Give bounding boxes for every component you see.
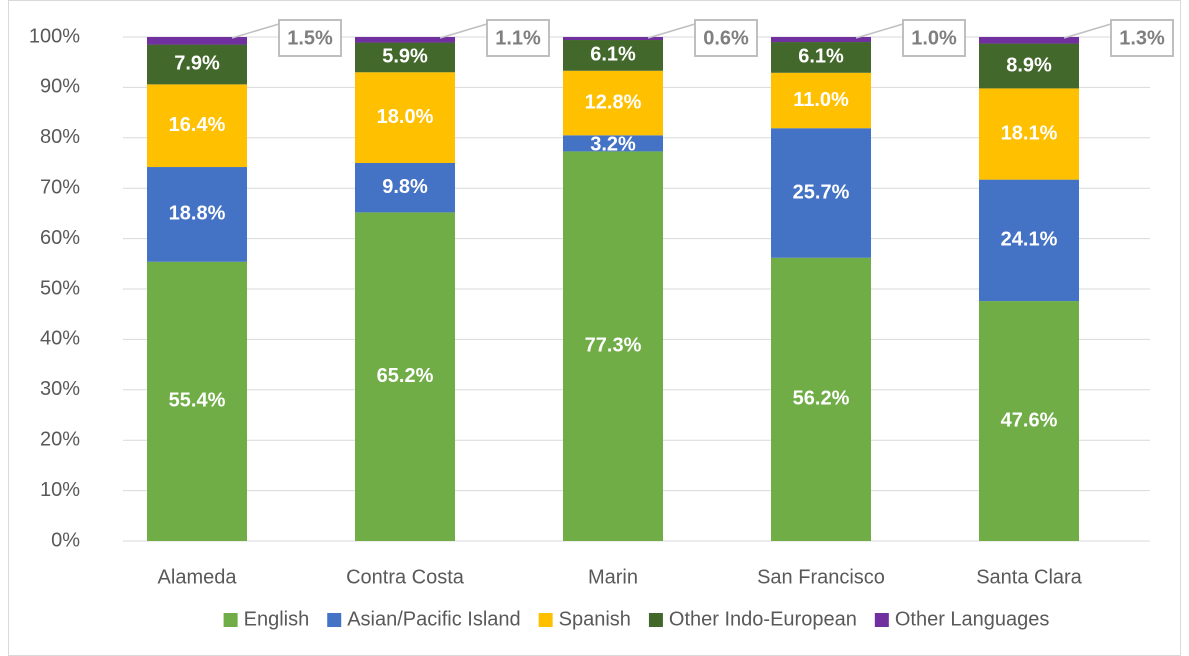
callout-box bbox=[1110, 19, 1174, 57]
data-label: 55.4% bbox=[169, 390, 226, 412]
bar-segment bbox=[563, 40, 663, 71]
data-label: 65.2% bbox=[377, 365, 434, 387]
y-tick-label: 90% bbox=[40, 76, 80, 98]
y-tick-label: 50% bbox=[40, 277, 80, 299]
bar-segment bbox=[979, 43, 1079, 89]
data-label: 47.6% bbox=[1001, 409, 1058, 431]
bar-segment bbox=[563, 135, 663, 152]
y-tick-label: 70% bbox=[40, 176, 80, 198]
data-label: 1.1% bbox=[495, 27, 541, 49]
data-label: 25.7% bbox=[793, 181, 850, 203]
data-label: 18.8% bbox=[169, 203, 226, 225]
x-tick-label: Alameda bbox=[158, 566, 238, 588]
bar-segment bbox=[979, 88, 1079, 180]
x-tick-label: Contra Costa bbox=[346, 566, 465, 588]
legend-label: Other Indo-European bbox=[669, 608, 857, 630]
y-tick-label: 20% bbox=[40, 428, 80, 450]
legend-swatch bbox=[327, 613, 342, 627]
data-label: 16.4% bbox=[169, 114, 226, 136]
bar-segment bbox=[563, 151, 663, 541]
legend-label: English bbox=[244, 608, 310, 630]
bar-segment bbox=[147, 37, 247, 45]
data-label: 5.9% bbox=[382, 46, 428, 68]
bar-segment bbox=[355, 163, 455, 213]
y-tick-label: 80% bbox=[40, 126, 80, 148]
data-label: 18.1% bbox=[1001, 122, 1058, 144]
legend-swatch bbox=[223, 613, 238, 627]
callout-box bbox=[486, 19, 550, 57]
bar-segment bbox=[979, 37, 1079, 44]
bar-segment bbox=[147, 44, 247, 85]
legend-label: Spanish bbox=[559, 608, 631, 630]
bar-segment bbox=[771, 37, 871, 43]
legend-swatch bbox=[538, 613, 553, 627]
data-label: 56.2% bbox=[793, 388, 850, 410]
data-label: 12.8% bbox=[585, 91, 642, 113]
data-label: 1.5% bbox=[287, 27, 333, 49]
callout-leader bbox=[231, 23, 280, 39]
y-tick-label: 60% bbox=[40, 227, 80, 249]
legend-swatch bbox=[874, 613, 889, 627]
bar-segment bbox=[147, 84, 247, 168]
bar-segment bbox=[147, 167, 247, 262]
bar-segment bbox=[979, 179, 1079, 302]
y-tick-label: 10% bbox=[40, 479, 80, 501]
data-label: 7.9% bbox=[174, 53, 220, 75]
callout-box bbox=[278, 19, 342, 57]
data-label: 3.2% bbox=[590, 134, 636, 156]
y-tick-label: 40% bbox=[40, 328, 80, 350]
bar-segment bbox=[979, 301, 1079, 541]
y-tick-label: 0% bbox=[51, 529, 80, 551]
data-label: 6.1% bbox=[798, 46, 844, 68]
data-label: 11.0% bbox=[793, 89, 849, 111]
bar-segment bbox=[355, 37, 455, 43]
callout-leader bbox=[1063, 23, 1112, 39]
y-tick-label: 30% bbox=[40, 378, 80, 400]
callout-leader bbox=[647, 23, 696, 39]
bar-segment bbox=[771, 128, 871, 258]
bar-segment bbox=[771, 257, 871, 541]
callout-leader bbox=[439, 23, 488, 39]
data-label: 1.0% bbox=[911, 27, 957, 49]
bar-segment bbox=[355, 72, 455, 163]
x-tick-label: Marin bbox=[588, 566, 638, 588]
bar-segment bbox=[355, 212, 455, 541]
y-tick-label: 100% bbox=[29, 25, 80, 47]
data-label: 18.0% bbox=[377, 106, 434, 128]
data-label: 6.1% bbox=[590, 44, 636, 66]
data-label: 9.8% bbox=[382, 176, 428, 198]
legend-label: Other Languages bbox=[895, 608, 1050, 630]
bar-segment bbox=[563, 37, 663, 41]
bar-segment bbox=[771, 42, 871, 73]
data-label: 24.1% bbox=[1001, 229, 1058, 251]
data-label: 0.6% bbox=[703, 27, 749, 49]
legend-swatch bbox=[648, 613, 663, 627]
callout-box bbox=[694, 19, 758, 57]
x-tick-label: San Francisco bbox=[757, 566, 885, 588]
x-tick-label: Santa Clara bbox=[976, 566, 1082, 588]
data-label: 1.3% bbox=[1119, 27, 1165, 49]
bar-segment bbox=[147, 261, 247, 541]
data-label: 8.9% bbox=[1006, 54, 1052, 76]
legend-label: Asian/Pacific Island bbox=[347, 608, 520, 630]
bar-segment bbox=[563, 70, 663, 136]
bar-segment bbox=[355, 42, 455, 73]
callout-box bbox=[902, 19, 966, 57]
data-label: 77.3% bbox=[585, 334, 642, 356]
bar-segment bbox=[771, 72, 871, 129]
callout-leader bbox=[855, 23, 904, 39]
